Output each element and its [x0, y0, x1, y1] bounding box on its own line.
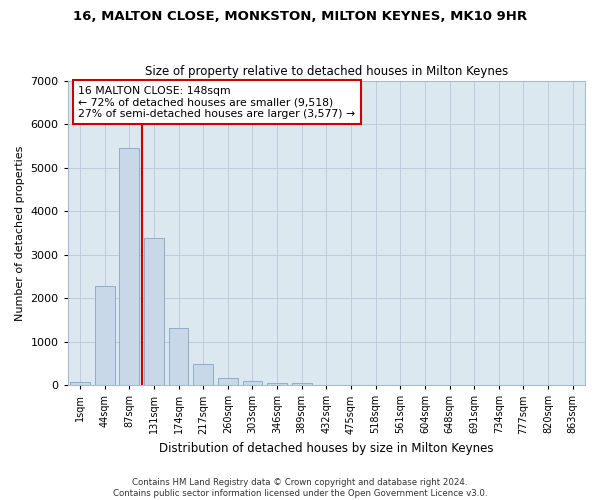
Bar [169, 328, 188, 385]
X-axis label: Distribution of detached houses by size in Milton Keynes: Distribution of detached houses by size … [159, 442, 494, 455]
Bar [70, 382, 90, 385]
Y-axis label: Number of detached properties: Number of detached properties [15, 146, 25, 321]
Text: Contains HM Land Registry data © Crown copyright and database right 2024.
Contai: Contains HM Land Registry data © Crown c… [113, 478, 487, 498]
Text: 16, MALTON CLOSE, MONKSTON, MILTON KEYNES, MK10 9HR: 16, MALTON CLOSE, MONKSTON, MILTON KEYNE… [73, 10, 527, 23]
Bar [95, 286, 115, 385]
Bar [267, 382, 287, 385]
Title: Size of property relative to detached houses in Milton Keynes: Size of property relative to detached ho… [145, 66, 508, 78]
Bar [242, 381, 262, 385]
Bar [119, 148, 139, 385]
Bar [193, 364, 213, 385]
Bar [144, 238, 164, 385]
Text: 16 MALTON CLOSE: 148sqm
← 72% of detached houses are smaller (9,518)
27% of semi: 16 MALTON CLOSE: 148sqm ← 72% of detache… [78, 86, 355, 119]
Bar [218, 378, 238, 385]
Bar [292, 383, 311, 385]
